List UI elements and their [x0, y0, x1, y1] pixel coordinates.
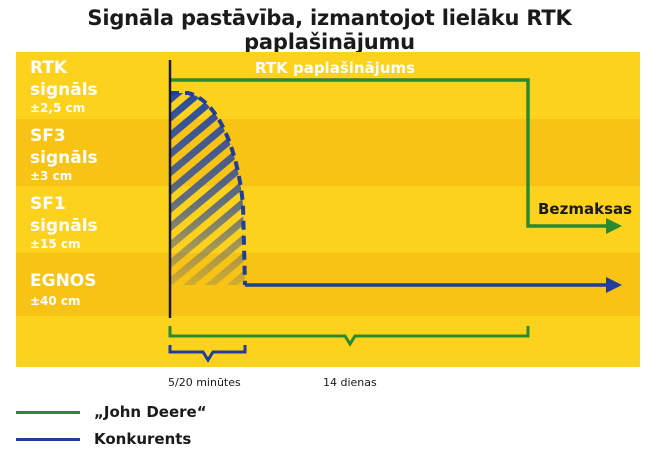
long-period-brace: [168, 326, 530, 347]
band-sub-sf1: signāls: [30, 216, 98, 236]
band-label-rtk: RTK: [30, 58, 68, 78]
rtk-extension-label: RTK paplašinājums: [255, 59, 415, 77]
band-bottom: [16, 316, 640, 367]
band-sub-sf3: signāls: [30, 148, 98, 168]
free-label: Bezmaksas: [538, 200, 632, 218]
band-sub-rtk: signāls: [30, 80, 98, 100]
competitor-decay-curve: [170, 91, 247, 286]
legend-item-competitor: Konkurents: [16, 429, 191, 449]
band-accuracy-sf3: ±3 cm: [30, 169, 72, 183]
legend-label-competitor: Konkurents: [94, 430, 192, 448]
legend-line-blue: [16, 437, 80, 441]
john-deere-line: [170, 78, 608, 228]
band-label-sf1: SF1: [30, 194, 66, 214]
band-label-egnos: EGNOS: [30, 271, 97, 291]
competitor-arrowhead: [606, 277, 622, 293]
page-title: Signāla pastāvība, izmantojot lielāku RT…: [87, 6, 572, 54]
band-accuracy-sf1: ±15 cm: [30, 237, 81, 251]
band-accuracy-egnos: ±40 cm: [30, 294, 81, 308]
john-deere-arrowhead: [606, 218, 622, 234]
band-label-sf3: SF3: [30, 126, 66, 146]
band-sf3: [16, 119, 640, 186]
legend-line-green: [16, 410, 80, 414]
band-accuracy-rtk: ±2,5 cm: [30, 101, 85, 115]
band-sf1: [16, 186, 640, 253]
legend-label-john-deere: „John Deere“: [94, 403, 207, 421]
short-period-label: 5/20 minūtes: [168, 376, 241, 389]
competitor-decay-area: [170, 93, 245, 285]
short-period-brace: [168, 345, 247, 363]
legend-item-john-deere: „John Deere“: [16, 402, 207, 422]
long-period-label: 14 dienas: [323, 376, 377, 389]
band-rtk: [16, 52, 640, 119]
